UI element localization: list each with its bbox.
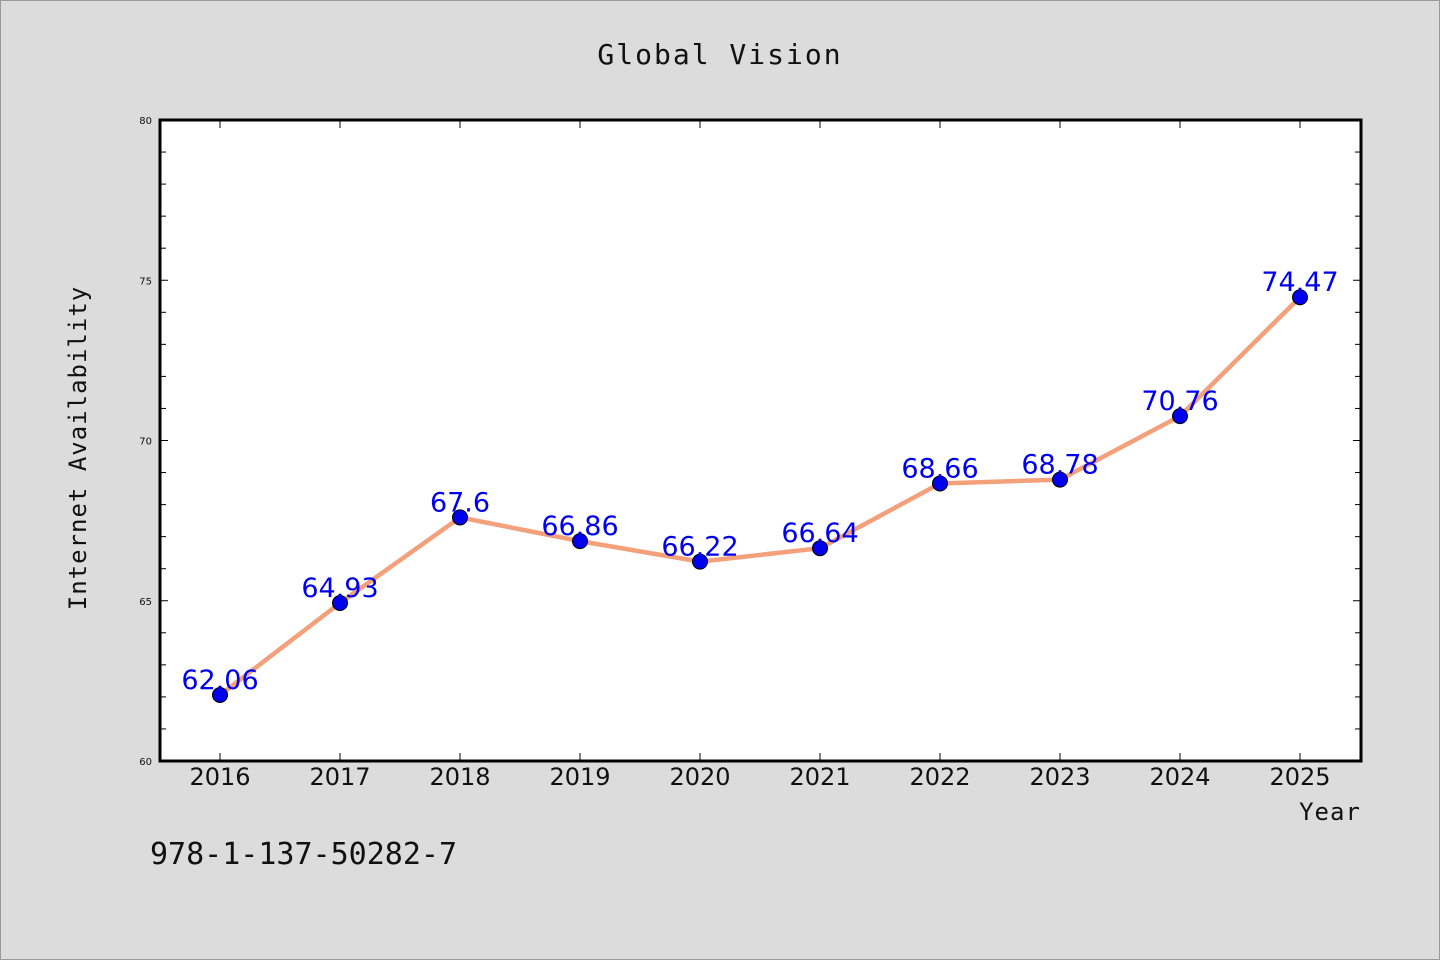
- y-axis-label: Internet Availability: [64, 286, 92, 610]
- data-label: 67.6: [430, 487, 490, 518]
- data-label: 66.86: [541, 511, 618, 542]
- data-point: [212, 686, 228, 703]
- data-label: 68.66: [901, 453, 978, 484]
- chart-title: Global Vision: [597, 38, 842, 71]
- data-point: [1172, 408, 1188, 425]
- x-tick-label: 2025: [1269, 763, 1330, 791]
- series-path: [217, 294, 1303, 698]
- y-tick-label: 65: [139, 597, 152, 608]
- data-point: [332, 594, 348, 611]
- data-label: 68.78: [1021, 450, 1098, 481]
- y-axis: 60 65 70 75 80: [139, 116, 1361, 768]
- data-label: 70.76: [1141, 386, 1218, 417]
- data-label: 66.64: [781, 518, 858, 549]
- data-point: [1052, 471, 1068, 488]
- x-tick-label: 2023: [1029, 763, 1090, 791]
- data-label: 62.06: [181, 665, 258, 696]
- data-label: 74.47: [1261, 267, 1338, 298]
- x-axis-label: Year: [1299, 798, 1361, 826]
- isbn-code: 978-1-137-50282-7: [150, 837, 457, 872]
- data-point: [572, 533, 588, 550]
- data-label: 66.22: [661, 532, 738, 563]
- data-point: [932, 475, 948, 492]
- y-tick-label: 60: [139, 757, 152, 768]
- x-tick-label: 2024: [1149, 763, 1210, 791]
- plot-area: [158, 118, 1363, 763]
- data-point: [692, 553, 708, 570]
- x-tick-label: 2020: [669, 763, 730, 791]
- x-tick-label: 2018: [429, 763, 490, 791]
- x-tick-label: 2016: [189, 763, 250, 791]
- x-tick-label: 2021: [789, 763, 850, 791]
- data-point: [1292, 289, 1308, 306]
- x-tick-label: 2019: [549, 763, 610, 791]
- x-axis: 2016 2017 2018 2019 2020 2021 2022 2023 2024 2025: [189, 120, 1331, 791]
- data-point: [812, 540, 828, 557]
- y-tick-label: 80: [139, 116, 152, 127]
- x-tick-label: 2022: [909, 763, 970, 791]
- data-label: 64.93: [301, 573, 378, 604]
- y-tick-label: 75: [139, 276, 152, 287]
- y-tick-label: 70: [139, 437, 152, 448]
- data-point: [452, 509, 468, 526]
- data-labels: 62.06 64.93 67.6 66.86 66.22 66.64 68.66 68.78 7…: [181, 267, 1338, 696]
- x-tick-label: 2017: [309, 763, 370, 791]
- series-line: [212, 289, 1308, 703]
